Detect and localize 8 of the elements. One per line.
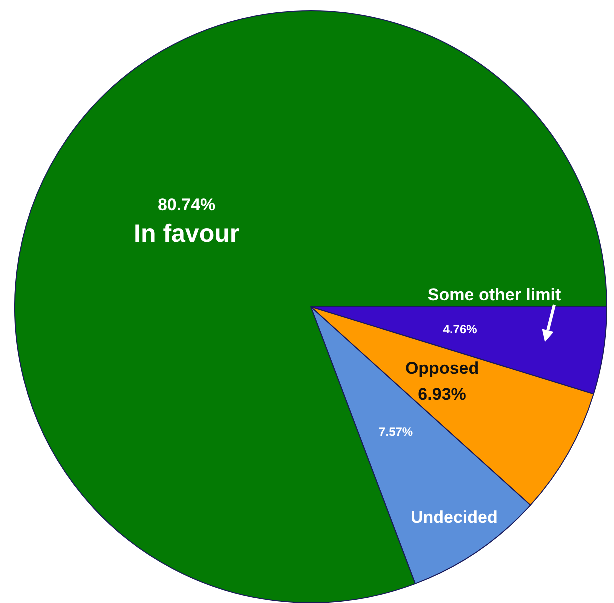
slice-label: Some other limit bbox=[428, 286, 562, 304]
slice-label: Opposed bbox=[405, 359, 480, 378]
data-label: 80.74% bbox=[158, 196, 216, 215]
data-label: 6.93% bbox=[418, 385, 466, 404]
slice-label: Undecided bbox=[410, 508, 498, 527]
slice-label: In favour bbox=[134, 220, 240, 248]
data-label: 4.76% bbox=[443, 322, 478, 336]
data-label: 7.57% bbox=[379, 424, 414, 439]
